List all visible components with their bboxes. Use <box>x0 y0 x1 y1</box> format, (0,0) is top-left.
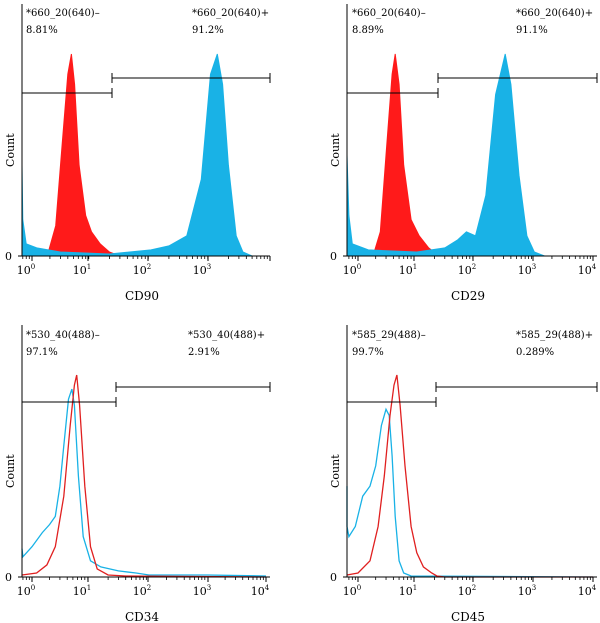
x-tick-exponent: 3 <box>532 584 536 592</box>
x-tick-exponent: 2 <box>472 263 476 271</box>
x-tick-label: 101 <box>399 263 417 277</box>
x-tick-exponent: 1 <box>87 584 91 592</box>
histogram-series-red <box>21 374 267 578</box>
gate-name-label: *660_20(640)+ <box>516 8 593 19</box>
gate-percent-label: 0.289% <box>516 347 554 358</box>
gate-percent-label: 97.1% <box>26 347 58 358</box>
y-tick-label: 0 <box>330 571 337 584</box>
x-tick-label: 100 <box>17 584 35 598</box>
x-axis-label: CD45 <box>451 610 485 623</box>
x-tick-exponent: 1 <box>413 263 417 271</box>
gate-name-label: *530_40(488)+ <box>188 330 265 341</box>
x-tick-label: 101 <box>73 263 91 277</box>
histogram-series-blue <box>21 388 267 577</box>
x-tick-label: 103 <box>518 263 536 277</box>
histogram-panel-bottom-right: 100 101 102 103 1040CD45Count*585_29(488)–99… <box>329 325 598 623</box>
y-axis-label: Count <box>4 133 17 167</box>
gate-percent-label: 2.91% <box>188 347 220 358</box>
histogram-series-red <box>46 53 121 257</box>
x-tick-label: 103 <box>193 263 211 277</box>
x-tick-label: 101 <box>399 584 417 598</box>
gate-name-label: *660_20(640)– <box>352 8 426 19</box>
x-tick-label: 100 <box>17 263 35 277</box>
x-tick-exponent: 4 <box>592 584 597 592</box>
histogram-series-blue <box>346 53 545 257</box>
gate-name-label: *530_40(488)– <box>26 330 100 341</box>
x-tick-exponent: 1 <box>87 263 91 271</box>
gate-name-label: *585_29(488)+ <box>516 330 593 341</box>
x-tick-label: 103 <box>518 584 536 598</box>
gate-percent-label: 99.7% <box>352 347 384 358</box>
x-tick-exponent: 2 <box>472 584 476 592</box>
y-tick-label: 0 <box>5 250 12 263</box>
histogram-series-blue <box>21 53 253 257</box>
y-tick-label: 0 <box>5 571 12 584</box>
x-tick-label: 102 <box>458 584 476 598</box>
y-axis-label: Count <box>4 454 17 488</box>
gate-percent-label: 91.1% <box>516 25 548 36</box>
x-tick-exponent: 3 <box>207 263 211 271</box>
x-tick-exponent: 2 <box>147 584 151 592</box>
y-axis-label: Count <box>329 133 342 167</box>
gate-name-label: *585_29(488)– <box>352 330 426 341</box>
x-tick-exponent: 3 <box>532 263 536 271</box>
y-axis-label: Count <box>329 454 342 488</box>
gate-percent-label: 8.81% <box>26 25 58 36</box>
gate-name-label: *660_20(640)– <box>26 8 100 19</box>
x-axis-label: CD34 <box>125 610 159 623</box>
x-tick-exponent: 0 <box>357 584 361 592</box>
x-tick-label: 102 <box>458 263 476 277</box>
x-tick-exponent: 0 <box>31 584 35 592</box>
x-axis-label: CD29 <box>451 289 485 303</box>
x-tick-exponent: 2 <box>147 263 151 271</box>
histogram-panel-top-left: 100 101 102 1030CD90Count*660_20(640)–8.81%… <box>4 4 271 303</box>
x-tick-label: 103 <box>193 584 211 598</box>
x-tick-exponent: 4 <box>265 584 270 592</box>
histogram-panel-bottom-left: 100 101 102 103 1040CD34Count*530_40(488)–97… <box>4 325 271 623</box>
x-tick-label: 104 <box>251 584 270 598</box>
x-tick-label: 100 <box>343 584 361 598</box>
gate-percent-label: 91.2% <box>192 25 224 36</box>
histogram-series-red <box>372 53 441 257</box>
x-tick-exponent: 3 <box>207 584 211 592</box>
gate-name-label: *660_20(640)+ <box>192 8 269 19</box>
x-axis-label: CD90 <box>125 289 159 303</box>
x-tick-exponent: 0 <box>31 263 35 271</box>
x-tick-exponent: 1 <box>413 584 417 592</box>
y-tick-label: 0 <box>330 250 337 263</box>
x-tick-exponent: 0 <box>357 263 361 271</box>
x-tick-label: 104 <box>578 584 597 598</box>
x-tick-label: 104 <box>578 263 597 277</box>
gate-percent-label: 8.89% <box>352 25 384 36</box>
x-tick-label: 102 <box>133 263 151 277</box>
histogram-panel-top-right: 100 101 102 103 1040CD29Count*660_20(640)–8.… <box>329 4 598 303</box>
x-tick-label: 102 <box>133 584 151 598</box>
x-tick-label: 101 <box>73 584 91 598</box>
histogram-series-blue <box>346 407 594 578</box>
x-tick-exponent: 4 <box>592 263 597 271</box>
histogram-series-red <box>346 374 593 578</box>
x-tick-label: 100 <box>343 263 361 277</box>
